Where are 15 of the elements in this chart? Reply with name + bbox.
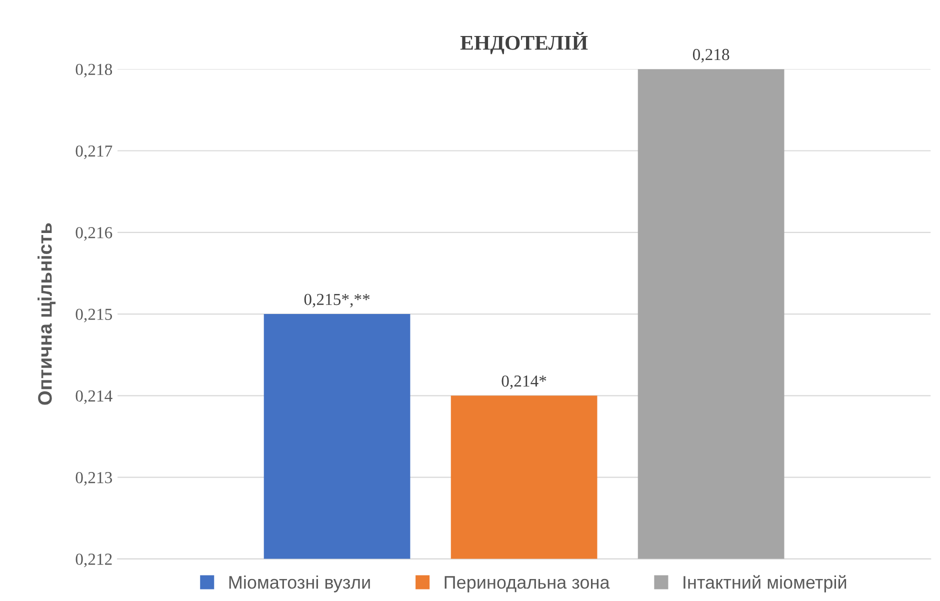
legend-label: Інтактний міометрій	[684, 575, 846, 592]
legend-label: Міоматозні вузли	[229, 575, 370, 592]
y-axis-title: Оптична щільність	[38, 223, 56, 405]
y-tick-label: 0,213	[76, 472, 112, 486]
y-tick-label: 0,216	[76, 227, 112, 241]
data-label: 0,218	[692, 48, 730, 63]
data-label: 0,214*	[502, 375, 546, 390]
chart-title: ЕНДОТЕЛІЙ	[460, 32, 588, 54]
data-label: 0,215*,**	[304, 294, 370, 308]
y-tick-label: 0,214	[76, 390, 112, 404]
y-tick-label: 0,218	[76, 64, 112, 78]
legend-label: Перинодальна зона	[444, 576, 610, 592]
y-tick-label: 0,215	[76, 308, 112, 322]
y-tick-label: 0,217	[76, 145, 112, 160]
y-tick-label: 0,212	[76, 554, 112, 568]
